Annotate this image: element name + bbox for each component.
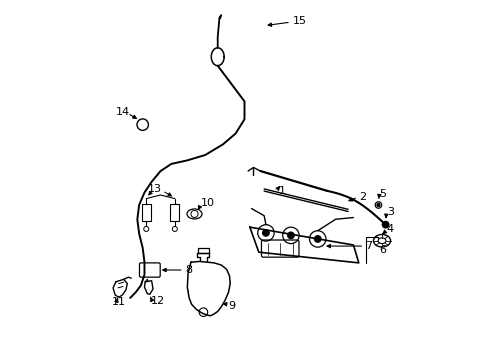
Text: 11: 11 xyxy=(112,297,126,307)
Text: 14: 14 xyxy=(116,107,130,117)
Circle shape xyxy=(287,232,294,239)
Text: 12: 12 xyxy=(150,296,164,306)
Text: 15: 15 xyxy=(292,16,306,26)
Circle shape xyxy=(314,236,320,242)
Text: 6: 6 xyxy=(379,245,386,255)
Text: 1: 1 xyxy=(278,186,285,197)
Text: 3: 3 xyxy=(386,207,394,217)
Text: 5: 5 xyxy=(379,189,386,199)
Text: 13: 13 xyxy=(147,184,161,194)
Circle shape xyxy=(262,230,268,236)
Text: 2: 2 xyxy=(359,192,366,202)
Text: 8: 8 xyxy=(185,265,192,275)
Text: 9: 9 xyxy=(228,301,235,311)
Polygon shape xyxy=(187,261,230,316)
Circle shape xyxy=(376,203,379,206)
Bar xyxy=(170,204,179,221)
Bar xyxy=(142,204,151,221)
Circle shape xyxy=(382,221,388,228)
Text: 4: 4 xyxy=(386,224,393,234)
Polygon shape xyxy=(249,227,358,263)
Text: 7: 7 xyxy=(365,241,371,251)
Bar xyxy=(198,248,208,253)
Text: 10: 10 xyxy=(201,198,215,208)
